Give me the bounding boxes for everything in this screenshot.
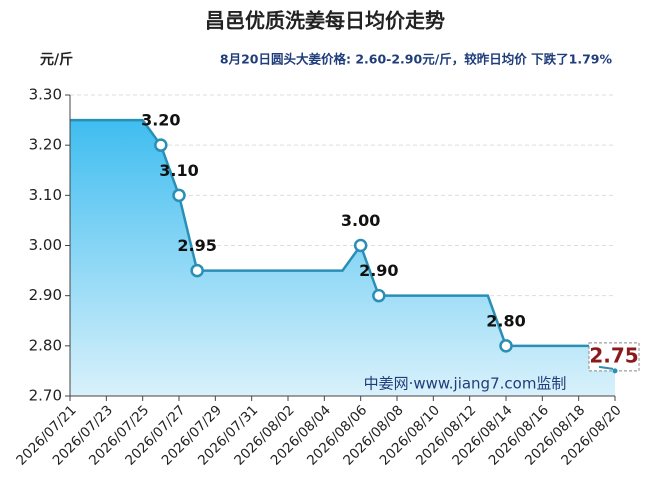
y-unit: 元/斤 [40, 51, 73, 68]
subtitle: 8月20日圆头大姜价格: 2.60-2.90元/斤，较昨日均价 下跌了1.79% [220, 52, 613, 67]
point [172, 188, 186, 203]
area [70, 120, 615, 396]
y-tick-label: 2.80 [29, 336, 62, 354]
chart-title: 昌邑优质洗姜每日均价走势 [205, 9, 445, 33]
point [499, 339, 513, 353]
y-tick-label: 3.20 [29, 136, 62, 154]
point [353, 238, 368, 253]
value-label: 3.00 [341, 211, 380, 230]
point [154, 138, 168, 152]
value-label: 2.90 [359, 261, 398, 280]
highlight-arrow [598, 365, 614, 370]
y-tick-label: 2.70 [29, 387, 62, 405]
y-tick-label: 2.90 [29, 286, 62, 304]
value-label: 2.75 [589, 343, 638, 367]
value-label: 3.10 [159, 161, 198, 180]
y-tick-label: 3.10 [29, 186, 62, 204]
point [372, 288, 386, 303]
point [190, 263, 204, 278]
y-tick-label: 3.30 [29, 86, 62, 104]
point [612, 368, 618, 374]
value-label: 2.95 [177, 236, 216, 255]
highlight-box [588, 342, 640, 372]
y-tick-label: 3.00 [29, 236, 62, 254]
value-label: 3.20 [141, 111, 180, 130]
watermark: 中姜网·www.jiang7.com监制 [364, 375, 567, 393]
value-label: 2.80 [486, 311, 525, 330]
